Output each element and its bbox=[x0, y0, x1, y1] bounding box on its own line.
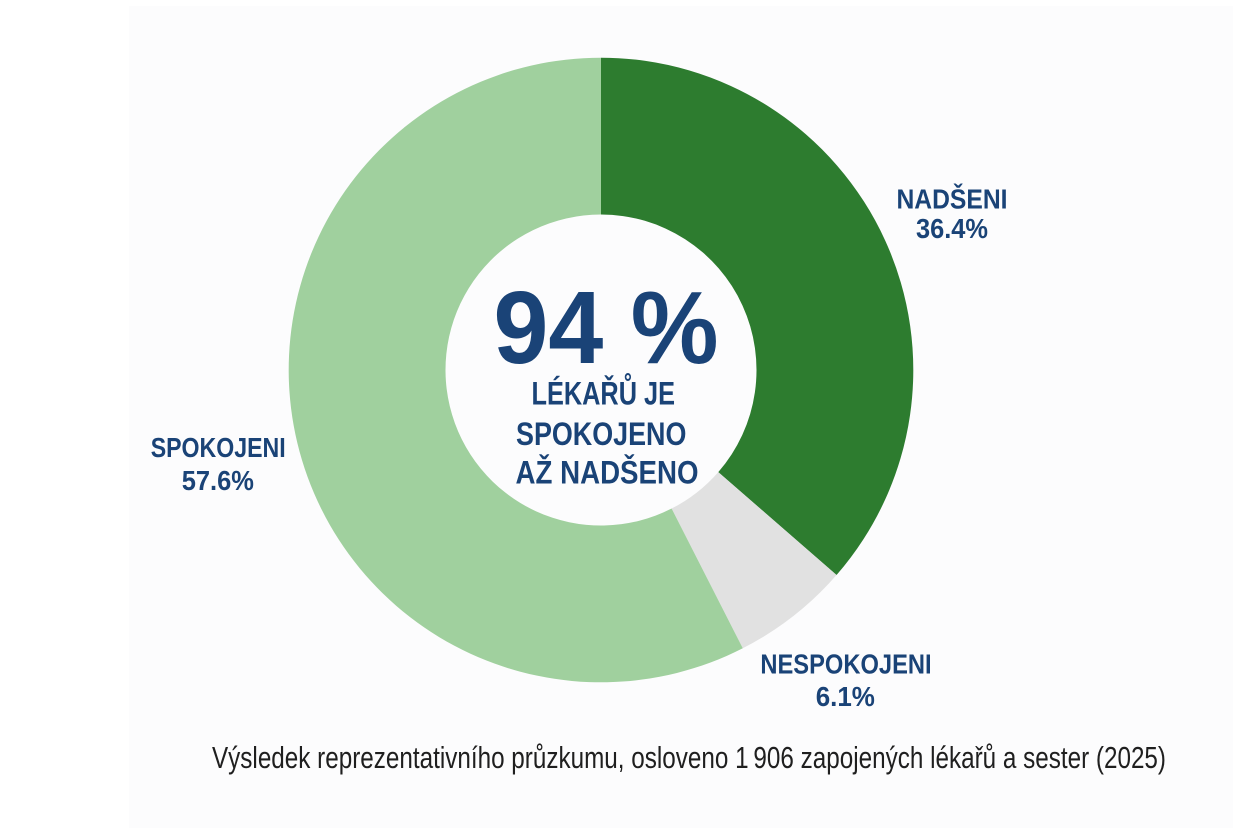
svg-text:SPOKOJENI: SPOKOJENI bbox=[151, 432, 286, 463]
svg-text:NESPOKOJENI: NESPOKOJENI bbox=[760, 649, 931, 680]
svg-text:SPOKOJENO: SPOKOJENO bbox=[516, 416, 686, 452]
svg-text:6.1%: 6.1% bbox=[816, 681, 875, 712]
svg-text:36.4%: 36.4% bbox=[916, 213, 988, 244]
svg-text:94 %: 94 % bbox=[494, 270, 719, 385]
svg-text:AŽ NADŠENO: AŽ NADŠENO bbox=[516, 452, 699, 490]
svg-text:NADŠENI: NADŠENI bbox=[897, 183, 1008, 215]
svg-text:57.6%: 57.6% bbox=[182, 465, 254, 496]
svg-text:Výsledek reprezentativního prů: Výsledek reprezentativního průzkumu, osl… bbox=[212, 740, 1166, 775]
svg-text:LÉKAŘŮ JE: LÉKAŘŮ JE bbox=[532, 372, 676, 412]
